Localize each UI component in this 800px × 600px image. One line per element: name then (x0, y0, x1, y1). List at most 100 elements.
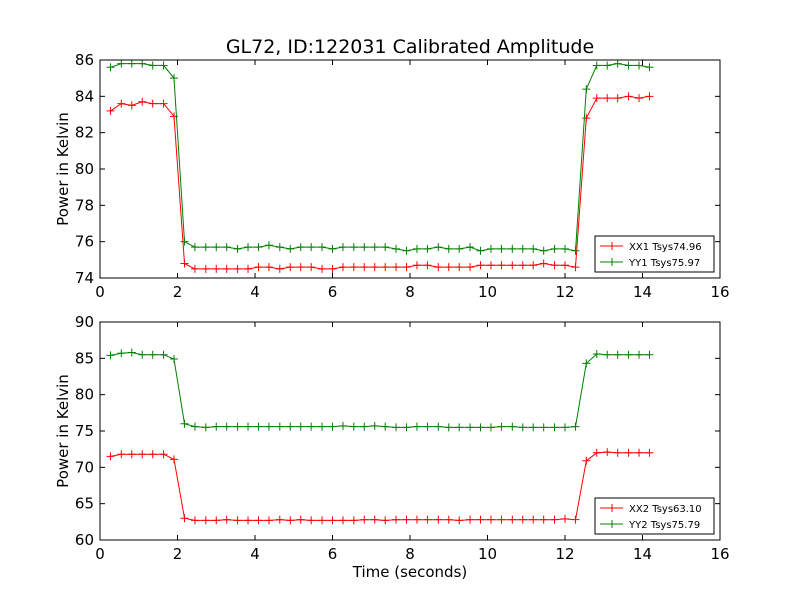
data-point (159, 450, 168, 459)
data-point (508, 422, 517, 431)
data-point (381, 263, 390, 272)
data-point (190, 264, 199, 273)
legend-entry-1-1: XX1 Tsys74.96 (600, 242, 702, 253)
data-point (571, 246, 580, 255)
data-point (159, 61, 168, 70)
data-point (264, 241, 273, 250)
series-markers-2-1 (106, 448, 654, 525)
data-point (550, 515, 559, 524)
data-point (286, 516, 295, 525)
data-point (254, 516, 263, 525)
x-tick-label: 10 (478, 283, 497, 301)
data-point (529, 244, 538, 253)
data-point (360, 422, 369, 431)
data-point (148, 61, 157, 70)
data-point (444, 515, 453, 524)
data-point (222, 422, 231, 431)
x-tick-label: 8 (405, 283, 415, 301)
data-point (338, 421, 347, 430)
data-point (127, 101, 136, 110)
data-point (423, 261, 432, 270)
data-point (466, 515, 475, 524)
x-tick-label: 10 (478, 545, 497, 563)
y-tick-label: 70 (75, 458, 94, 476)
data-point (381, 422, 390, 431)
data-point (338, 263, 347, 272)
series-markers-1-2 (106, 59, 654, 255)
data-point (328, 264, 337, 273)
data-point (201, 516, 210, 525)
data-point (349, 263, 358, 272)
data-point (561, 423, 569, 432)
data-point (592, 448, 601, 457)
data-point (264, 422, 273, 431)
data-point (212, 422, 221, 431)
data-point (296, 243, 305, 252)
data-point (328, 422, 337, 431)
data-point (180, 419, 189, 428)
y-tick-label: 86 (75, 51, 94, 69)
data-point (275, 422, 284, 431)
data-point (412, 515, 421, 524)
data-point (529, 423, 538, 432)
data-point (170, 355, 179, 364)
data-point (307, 422, 316, 431)
data-point (508, 515, 517, 524)
data-point (603, 61, 612, 70)
x-tick-label: 0 (95, 283, 105, 301)
y-tick-label: 74 (75, 269, 94, 287)
data-point (402, 246, 411, 255)
data-point (571, 422, 580, 431)
data-point (264, 263, 273, 272)
legend-box (594, 497, 715, 535)
data-point (635, 350, 644, 359)
y-axis-label-2: Power in Kelvin (54, 374, 72, 488)
legend-swatch-marker (608, 242, 616, 250)
data-point (466, 423, 475, 432)
x-tick-label: 2 (173, 545, 183, 563)
data-point (624, 92, 633, 101)
data-point (338, 516, 347, 525)
data-point (244, 264, 253, 273)
series-line-2-2 (110, 351, 650, 428)
data-point (497, 422, 506, 431)
data-point (296, 515, 305, 524)
data-point (328, 516, 337, 525)
x-tick-label: 6 (328, 545, 338, 563)
data-point (106, 63, 115, 72)
data-point (349, 243, 358, 252)
data-point (486, 244, 495, 253)
data-point (402, 263, 411, 272)
data-point (603, 94, 612, 103)
y-tick-label: 65 (75, 495, 94, 513)
y-tick-label: 82 (75, 124, 94, 142)
x-tick-label: 0 (95, 545, 105, 563)
data-point (582, 85, 591, 94)
data-point (286, 422, 295, 431)
data-point (645, 350, 654, 359)
y-tick-label: 60 (75, 531, 94, 549)
data-point (518, 261, 527, 270)
legend-box (594, 235, 715, 273)
data-point (645, 63, 654, 72)
data-point (603, 448, 612, 457)
data-point (370, 515, 379, 524)
legend-entry-2-2: YY2 Tsys75.79 (600, 520, 700, 531)
x-tick-label: 4 (250, 545, 260, 563)
data-point (275, 515, 284, 524)
data-point (212, 243, 221, 252)
data-point (508, 244, 517, 253)
data-point (244, 243, 253, 252)
data-point (434, 422, 443, 431)
data-point (190, 243, 199, 252)
data-point (455, 423, 464, 432)
data-point (106, 351, 115, 360)
y-tick-label: 76 (75, 233, 94, 251)
data-point (233, 516, 242, 525)
data-point (466, 243, 475, 252)
data-point (624, 350, 633, 359)
data-point (190, 516, 199, 525)
data-point (476, 423, 485, 432)
data-point (318, 516, 327, 525)
